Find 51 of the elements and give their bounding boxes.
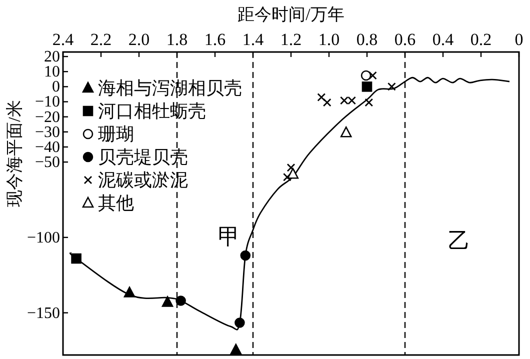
- legend-label: 其他: [98, 193, 134, 213]
- point: [286, 163, 296, 172]
- point: [364, 98, 374, 107]
- y-tick-label: 20: [44, 48, 60, 66]
- x-axis-title: 距今时间/万年: [238, 5, 344, 24]
- y-tick-label: 0: [52, 78, 60, 96]
- y-tick-label: −150: [26, 304, 60, 322]
- point: [348, 96, 356, 105]
- x-tick-label: 1.2: [280, 30, 302, 49]
- point: [71, 253, 82, 264]
- y-tick-label: 10: [44, 64, 60, 81]
- x-tick-label: 0.2: [470, 30, 492, 49]
- point: [234, 318, 245, 328]
- x-tick-label: 1.6: [204, 30, 226, 49]
- legend-label: 珊瑚: [98, 124, 134, 144]
- legend-label: 海相与泻湖相贝壳: [98, 78, 242, 98]
- y-tick-label: −50: [34, 154, 60, 172]
- point: [340, 126, 352, 138]
- legend-label: 贝壳堤贝壳: [98, 147, 188, 167]
- y-tick-label: −30: [34, 124, 60, 141]
- x-tick-label: 0: [514, 30, 524, 49]
- point: [162, 296, 174, 307]
- point: [317, 93, 326, 102]
- y-tick-label: −100: [26, 229, 60, 246]
- x-tick-label: 2.2: [90, 30, 112, 49]
- annotation: 甲: [218, 224, 240, 249]
- point: [340, 96, 348, 105]
- point: [176, 296, 186, 306]
- point: [240, 250, 251, 261]
- point: [322, 98, 332, 107]
- point: [388, 82, 396, 91]
- point: [283, 172, 292, 182]
- point: [124, 286, 136, 298]
- x-tick-label: 2.0: [128, 30, 150, 49]
- point: [230, 344, 242, 355]
- x-tick-label: 2.4: [52, 30, 74, 49]
- y-tick-label: −10: [34, 94, 60, 111]
- point: [362, 82, 372, 92]
- y-tick-label: −20: [34, 108, 60, 126]
- point: [368, 71, 377, 80]
- x-tick-label: 0.8: [356, 30, 378, 49]
- y-tick-label: −40: [34, 138, 60, 156]
- x-tick-label: 1.8: [166, 30, 188, 49]
- point: [287, 168, 299, 179]
- x-tick-label: 1.4: [242, 30, 264, 49]
- x-tick-label: 0.6: [394, 30, 416, 49]
- x-tick-label: 1.0: [318, 30, 340, 49]
- legend-label: 河口相牡蛎壳: [98, 101, 206, 121]
- x-tick-label: 0.4: [432, 30, 454, 49]
- y-axis-title: 现今海平面/米: [5, 100, 24, 207]
- annotation: 乙: [448, 228, 470, 253]
